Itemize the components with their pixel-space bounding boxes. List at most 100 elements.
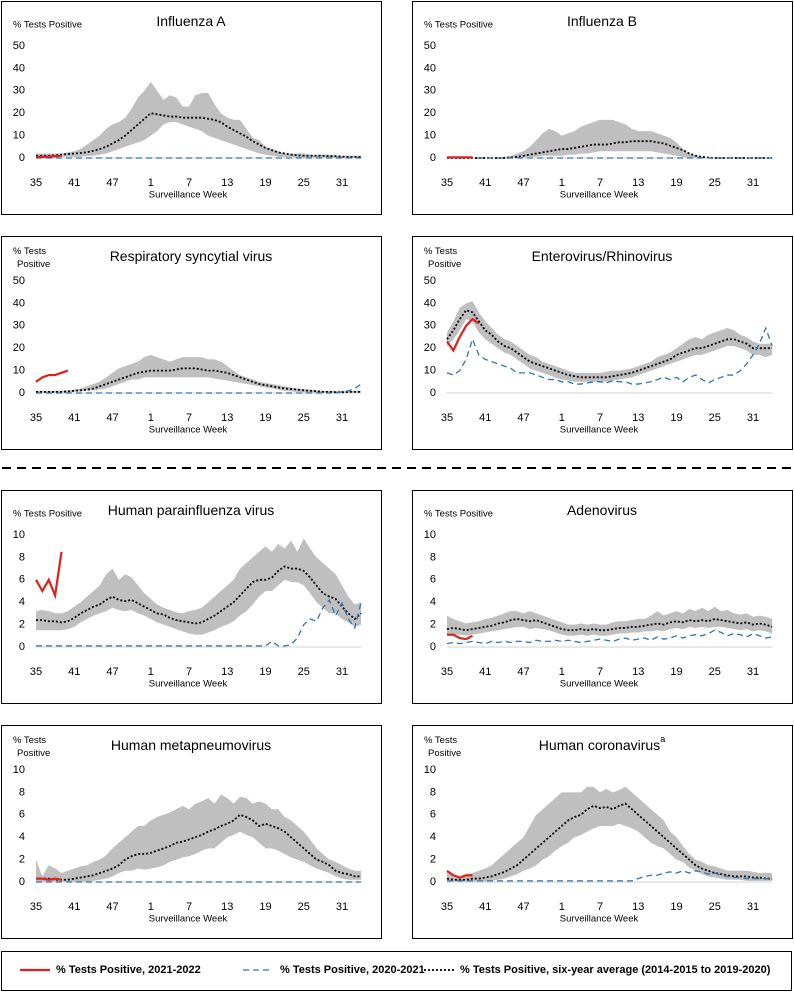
panel-border: [412, 490, 793, 704]
x-tick-label: 25: [709, 177, 721, 189]
range-band: [447, 606, 773, 636]
series-line: [36, 598, 362, 647]
x-axis-label: Surveillance Week: [149, 679, 228, 690]
x-tick-label: 13: [632, 666, 644, 678]
x-tick-label: 31: [747, 901, 759, 913]
series-line: [446, 309, 773, 379]
panel-title: Influenza A: [156, 13, 226, 29]
panel-title: Human parainfluenza virus: [108, 502, 275, 518]
y-tick-label: 10: [13, 130, 25, 142]
x-axis-label: Surveillance Week: [560, 190, 639, 201]
title-text: Human coronavirus: [539, 737, 660, 753]
x-tick-label: 7: [597, 901, 603, 913]
series-line: [446, 326, 773, 385]
x-tick-label: 47: [106, 412, 118, 424]
title-text: Human parainfluenza virus: [108, 502, 275, 518]
y-tick-label: 50: [13, 275, 25, 287]
x-axis-label: Surveillance Week: [149, 425, 228, 436]
x-tick-label: 41: [68, 666, 80, 678]
x-tick-label: 41: [479, 412, 491, 424]
y-tick-label: 6: [19, 574, 25, 586]
x-tick-label: 19: [259, 177, 271, 189]
x-tick-label: 19: [670, 177, 682, 189]
y-tick-label: 8: [430, 551, 436, 563]
y-tick-label: 30: [13, 85, 25, 97]
x-tick-label: 41: [479, 666, 491, 678]
x-tick-label: 31: [747, 177, 759, 189]
y-tick-label: 30: [424, 85, 436, 97]
x-tick-label: 47: [517, 177, 529, 189]
panel-title: Adenovirus: [567, 502, 637, 518]
x-tick-label: 1: [148, 901, 154, 913]
range-band: [36, 354, 362, 393]
x-tick-label: 35: [30, 666, 42, 678]
y-tick-label: 4: [430, 831, 436, 843]
title-text: Influenza A: [156, 13, 226, 29]
y-tick-label: 0: [430, 387, 436, 399]
x-tick-label: 7: [186, 666, 192, 678]
y-axis-label: % Tests Positive: [424, 246, 461, 270]
x-tick-label: 47: [106, 177, 118, 189]
x-tick-label: 1: [559, 412, 565, 424]
series-line: [446, 618, 773, 632]
y-tick-label: 40: [13, 62, 25, 74]
y-tick-label: 6: [430, 574, 436, 586]
x-tick-label: 47: [517, 666, 529, 678]
title-text: Influenza B: [567, 13, 637, 29]
panel-border: [412, 1, 793, 215]
panel-title: Human coronavirusa: [539, 734, 665, 752]
x-tick-label: 7: [597, 666, 603, 678]
series-line: [446, 629, 773, 645]
x-tick-label: 7: [186, 412, 192, 424]
y-tick-label: 30: [424, 320, 436, 332]
y-axis-label: % Tests Positive: [424, 509, 493, 520]
x-tick-label: 25: [298, 901, 310, 913]
panel-title: Human metapneumovirus: [111, 737, 271, 753]
y-tick-label: 8: [19, 786, 25, 798]
title-text: Enterovirus/Rhinovirus: [532, 248, 673, 264]
x-tick-label: 31: [336, 666, 348, 678]
series-line: [446, 869, 473, 879]
range-band: [36, 81, 362, 158]
x-tick-label: 13: [632, 177, 644, 189]
y-tick-label: 4: [19, 831, 25, 843]
x-tick-label: 7: [186, 901, 192, 913]
y-tick-label: 8: [19, 551, 25, 563]
x-tick-label: 31: [747, 666, 759, 678]
series-line: [35, 369, 69, 383]
x-tick-label: 31: [336, 412, 348, 424]
x-tick-label: 13: [632, 901, 644, 913]
panel: Adenovirus % Tests Positive Surveillance W…: [412, 490, 793, 704]
x-tick-label: 35: [441, 666, 453, 678]
title-text: Adenovirus: [567, 502, 637, 518]
panel: Influenza B % Tests Positive Surveillance …: [412, 1, 793, 215]
panel: Human coronavirusa % Tests Positive Surveil…: [412, 725, 793, 939]
series-line: [36, 383, 362, 394]
x-axis-label: Surveillance Week: [560, 679, 639, 690]
y-tick-label: 10: [424, 764, 436, 776]
y-tick-label: 0: [430, 641, 436, 653]
x-tick-label: 35: [30, 412, 42, 424]
y-axis-label-line: % Tests: [13, 246, 46, 257]
title-superscript: a: [660, 734, 665, 744]
range-band: [447, 119, 773, 158]
x-tick-label: 31: [336, 177, 348, 189]
series-line: [446, 317, 480, 353]
y-tick-label: 20: [13, 342, 25, 354]
x-tick-label: 47: [106, 901, 118, 913]
y-axis-label-line: Positive: [17, 748, 50, 759]
x-tick-label: 19: [259, 666, 271, 678]
y-tick-label: 0: [19, 641, 25, 653]
panel-border: [412, 725, 793, 939]
y-axis-label: % Tests Positive: [424, 20, 493, 31]
x-tick-label: 7: [186, 177, 192, 189]
y-axis-label: % Tests Positive: [424, 735, 461, 759]
y-tick-label: 0: [430, 152, 436, 164]
y-tick-label: 0: [19, 387, 25, 399]
x-tick-label: 47: [517, 412, 529, 424]
x-tick-label: 25: [298, 177, 310, 189]
y-axis-label: % Tests Positive: [13, 20, 82, 31]
x-tick-label: 13: [221, 901, 233, 913]
x-tick-label: 1: [148, 666, 154, 678]
